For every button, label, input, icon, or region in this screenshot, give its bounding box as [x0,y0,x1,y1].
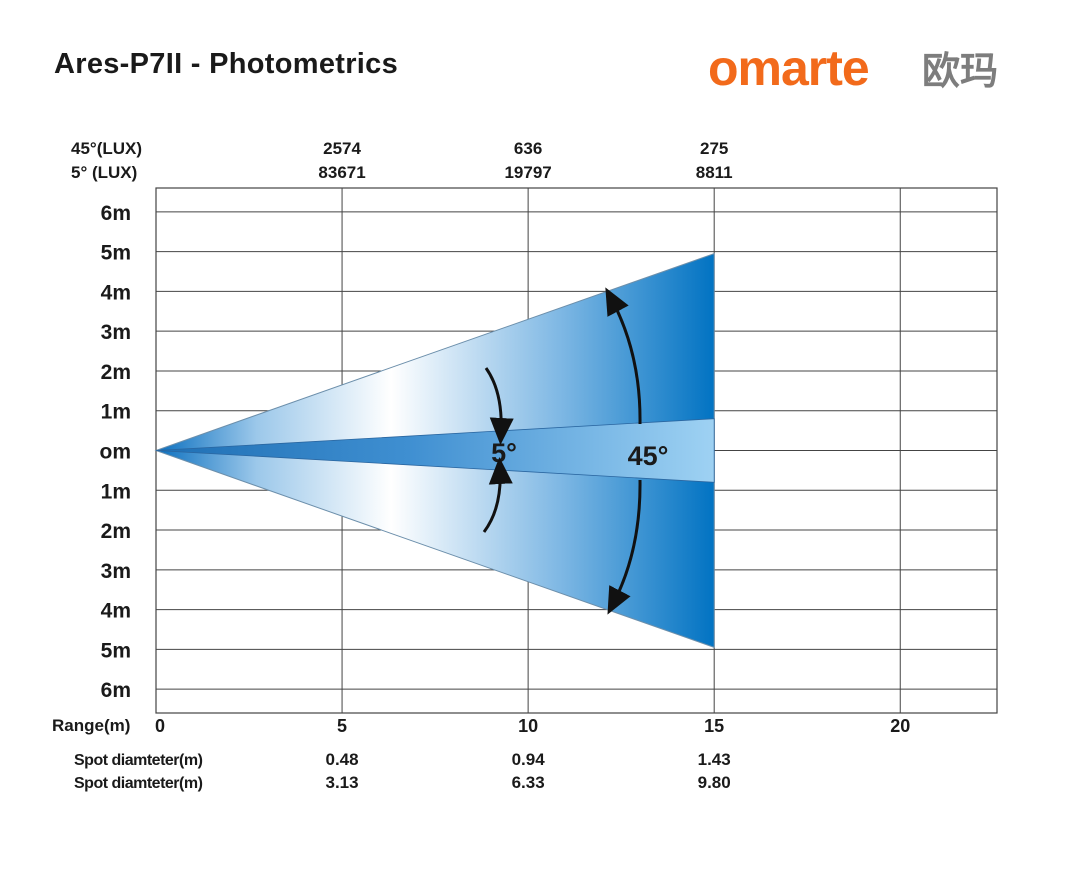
x-axis-title: Range(m) [52,716,130,735]
brand-logo-cjk: 欧玛 [922,49,999,93]
arrow-45deg-top [605,287,642,425]
beams: 5° 45° [154,252,715,649]
brand-logo: omarte 欧玛 [708,36,1028,106]
x-tick-label: 5 [337,716,347,736]
angle-arrows [482,287,642,615]
y-tick-label: 4m [101,600,131,623]
beam-narrow-5deg [155,418,715,483]
lux-value: 275 [700,139,728,158]
axis-labels: 6m 5m 4m 3m 2m 1m om 1m 2m 3m 4m 5m 6m Range(m) 0 5 10 15… [52,139,910,792]
x-tick-label: 10 [518,716,538,736]
y-tick-label: 3m [101,321,131,344]
y-tick-label: 6m [101,202,131,225]
spot-value: 3.13 [326,773,359,792]
lux-value: 19797 [504,163,551,182]
lux-row-label: 5° (LUX) [71,163,137,182]
y-tick-label: 6m [101,679,131,702]
spot-value: 6.33 [512,773,545,792]
beam-wide-label: 45° [628,441,669,471]
lux-row-label: 45°(LUX) [71,139,142,158]
x-tick-label: 0 [155,716,165,736]
spot-value: 9.80 [698,773,731,792]
beam-narrow-label: 5° [491,438,517,468]
brand-logo-latin: omarte [708,40,870,96]
y-tick-label: 4m [101,281,131,304]
spot-row-label: Spot diamteter(m) [74,775,203,792]
lux-value: 2574 [323,139,361,158]
spot-value: 0.48 [326,750,359,769]
y-tick-label: 5m [101,242,131,265]
y-tick-label: 3m [101,560,131,583]
x-tick-label: 15 [704,716,724,736]
lux-value: 8811 [696,163,733,182]
y-tick-label: 1m [101,480,131,503]
y-tick-label: 5m [101,639,131,662]
lux-value: 636 [514,139,542,158]
x-tick-label: 20 [890,716,910,736]
arrow-5deg-bottom [482,457,513,533]
arrow-45deg-bottom [607,479,642,615]
y-tick-label: om [100,441,132,464]
y-tick-label: 1m [101,401,131,424]
arrow-5deg-top [484,367,514,445]
spot-value: 1.43 [698,750,731,769]
y-tick-label: 2m [101,520,131,543]
spot-row-label: Spot diamteter(m) [74,752,203,769]
lux-value: 83671 [318,163,365,182]
y-tick-label: 2m [101,361,131,384]
page-title: Ares-P7II - Photometrics [54,48,399,80]
spot-value: 0.94 [512,750,546,769]
